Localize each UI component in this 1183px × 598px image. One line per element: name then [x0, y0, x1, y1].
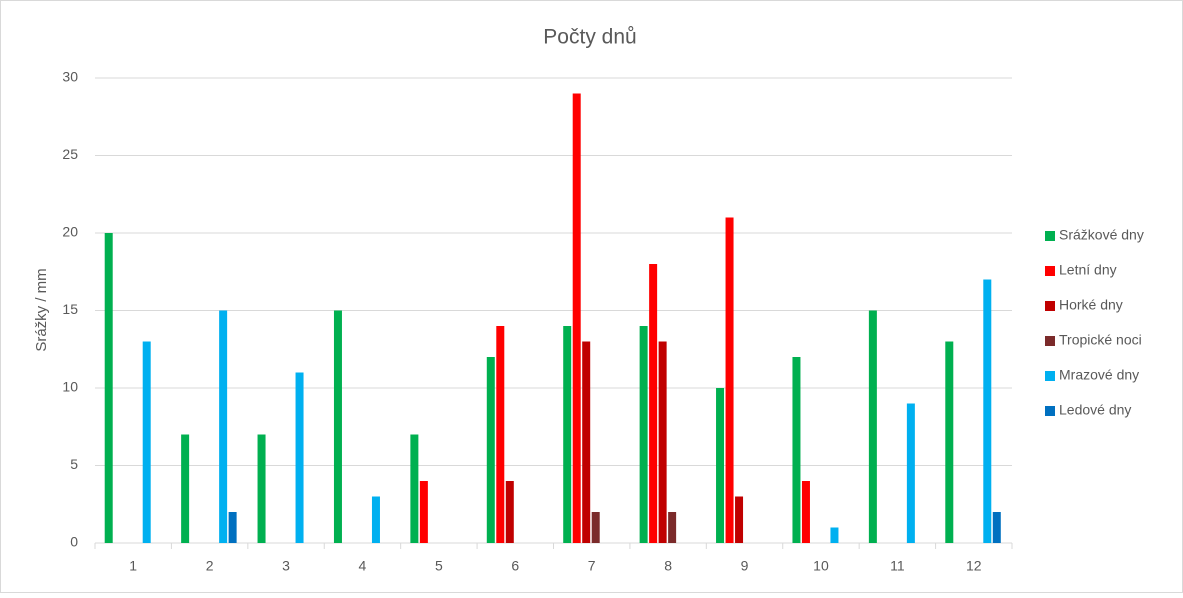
bar: [371, 496, 380, 543]
y-tick-label: 0: [70, 534, 78, 550]
bar: [868, 310, 877, 543]
bar: [582, 341, 591, 543]
legend-swatch: [1045, 266, 1055, 276]
legend-swatch: [1045, 406, 1055, 416]
bar: [725, 217, 734, 543]
bar: [333, 310, 342, 543]
bar: [830, 527, 839, 543]
bar: [591, 512, 600, 543]
x-tick-label: 10: [813, 558, 829, 574]
bar: [945, 341, 954, 543]
bar: [181, 434, 190, 543]
bar: [668, 512, 677, 543]
bar: [142, 341, 151, 543]
legend-label: Tropické noci: [1059, 332, 1142, 348]
bar: [716, 388, 725, 543]
bar: [496, 326, 505, 543]
legend-label: Mrazové dny: [1059, 367, 1139, 383]
bar: [486, 357, 495, 543]
x-tick-label: 6: [511, 558, 519, 574]
legend-swatch: [1045, 371, 1055, 381]
y-tick-label: 5: [70, 456, 78, 472]
bar: [983, 279, 992, 543]
bar: [505, 481, 514, 543]
bar: [257, 434, 266, 543]
bar: [906, 403, 915, 543]
y-tick-label: 15: [62, 301, 78, 317]
legend-swatch: [1045, 336, 1055, 346]
legend-swatch: [1045, 231, 1055, 241]
legend-swatch: [1045, 301, 1055, 311]
bar: [104, 233, 113, 543]
x-tick-label: 11: [890, 558, 905, 574]
legend-label: Ledové dny: [1059, 402, 1131, 418]
y-tick-label: 10: [62, 379, 78, 395]
bar: [658, 341, 667, 543]
bar: [419, 481, 428, 543]
bar: [572, 93, 581, 543]
bar: [295, 372, 304, 543]
bar: [219, 310, 228, 543]
x-tick-label: 3: [282, 558, 290, 574]
bar: [563, 326, 572, 543]
bar: [410, 434, 419, 543]
bar: [639, 326, 648, 543]
bar: [801, 481, 810, 543]
x-tick-label: 9: [741, 558, 749, 574]
x-tick-label: 5: [435, 558, 443, 574]
x-tick-label: 7: [588, 558, 596, 574]
x-tick-label: 4: [359, 558, 367, 574]
chart-title: Počty dnů: [543, 26, 636, 49]
bar: [792, 357, 801, 543]
y-tick-label: 20: [62, 224, 78, 240]
bar: [735, 496, 744, 543]
legend-label: Horké dny: [1059, 297, 1123, 313]
bar: [992, 512, 1001, 543]
bar: [228, 512, 237, 543]
legend-label: Srážkové dny: [1059, 227, 1144, 243]
x-tick-label: 2: [206, 558, 214, 574]
y-axis-title: Srážky / mm: [33, 268, 50, 351]
y-tick-label: 30: [62, 69, 78, 85]
x-tick-label: 8: [664, 558, 672, 574]
x-tick-label: 12: [966, 558, 982, 574]
bar: [649, 264, 658, 543]
x-tick-label: 1: [129, 558, 137, 574]
legend-label: Letní dny: [1059, 262, 1117, 278]
y-tick-label: 25: [62, 146, 78, 162]
